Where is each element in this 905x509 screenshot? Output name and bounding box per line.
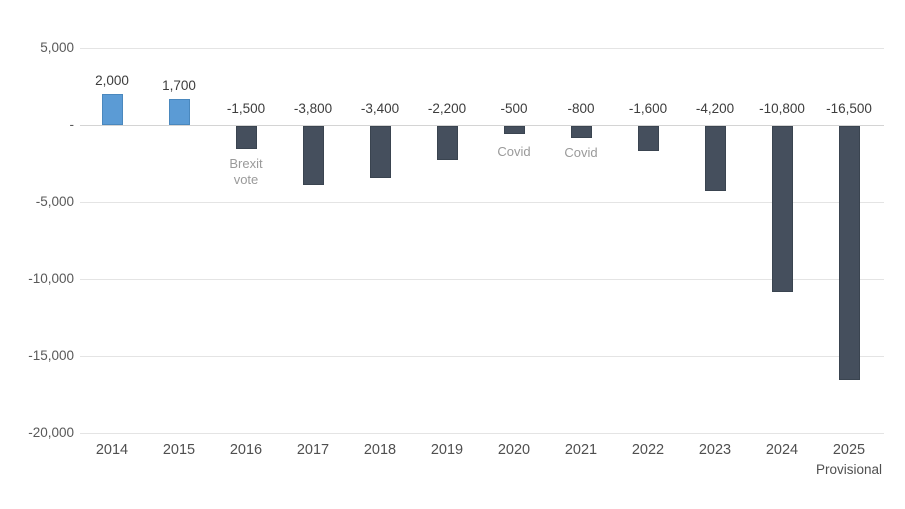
bar-value-label: -16,500 bbox=[826, 101, 872, 116]
x-tick-label: 2016 bbox=[229, 442, 263, 458]
bar-2022 bbox=[637, 126, 659, 151]
bar-value-label: -2,200 bbox=[427, 101, 467, 116]
x-tick-label: 2018 bbox=[363, 442, 397, 458]
bar-value-label: -500 bbox=[500, 101, 528, 116]
x-tick-label: 2021 bbox=[564, 442, 598, 458]
bar-2018 bbox=[369, 126, 391, 179]
x-tick-label: 2022 bbox=[631, 442, 665, 458]
bar-value-label: -3,800 bbox=[293, 101, 333, 116]
bar-value-label: -1,600 bbox=[628, 101, 668, 116]
y-tick-label: 5,000 bbox=[40, 40, 74, 55]
x-tick-label: 2024 bbox=[765, 442, 799, 458]
bar-2023 bbox=[704, 126, 726, 191]
annotation-brexit: Brexit bbox=[229, 156, 263, 172]
bar-2020 bbox=[503, 126, 525, 134]
annotation-vote: vote bbox=[233, 172, 259, 188]
bar-value-label: -10,800 bbox=[759, 101, 805, 116]
y-gridline bbox=[80, 125, 884, 126]
bar-value-label: -4,200 bbox=[695, 101, 735, 116]
y-tick-label: -20,000 bbox=[28, 425, 74, 440]
x-tick-label: 2015 bbox=[162, 442, 196, 458]
bar-2014 bbox=[101, 94, 123, 125]
y-tick-label: - bbox=[69, 117, 75, 132]
x-tick-label: 2023 bbox=[698, 442, 732, 458]
x-tick-sublabel: Provisional bbox=[815, 462, 883, 477]
bar-value-label: -800 bbox=[567, 101, 595, 116]
y-gridline bbox=[80, 279, 884, 280]
bar-value-label: -3,400 bbox=[360, 101, 400, 116]
bar-2019 bbox=[436, 126, 458, 160]
x-tick-label: 2019 bbox=[430, 442, 464, 458]
bar-2016 bbox=[235, 126, 257, 150]
x-tick-label: 2020 bbox=[497, 442, 531, 458]
y-gridline bbox=[80, 433, 884, 434]
bar-value-label: 2,000 bbox=[95, 73, 129, 89]
y-gridline bbox=[80, 202, 884, 203]
y-tick-label: -15,000 bbox=[28, 348, 74, 363]
x-tick-label: 2025 bbox=[832, 442, 866, 458]
y-tick-label: -5,000 bbox=[35, 194, 74, 209]
bar-2024 bbox=[771, 126, 793, 293]
annotation-covid: Covid bbox=[497, 144, 531, 159]
bar-value-label: 1,700 bbox=[162, 77, 196, 93]
bar-value-label: -1,500 bbox=[226, 101, 266, 116]
bar-2025 bbox=[838, 126, 860, 381]
bar-2021 bbox=[570, 126, 592, 139]
y-tick-label: -10,000 bbox=[28, 271, 74, 286]
annotation-covid: Covid bbox=[564, 145, 598, 161]
x-tick-label: 2017 bbox=[296, 442, 330, 458]
y-gridline bbox=[80, 48, 884, 49]
bar-2015 bbox=[168, 98, 190, 125]
x-tick-label: 2014 bbox=[95, 442, 129, 458]
bar-2017 bbox=[302, 126, 324, 185]
y-gridline bbox=[80, 356, 884, 357]
